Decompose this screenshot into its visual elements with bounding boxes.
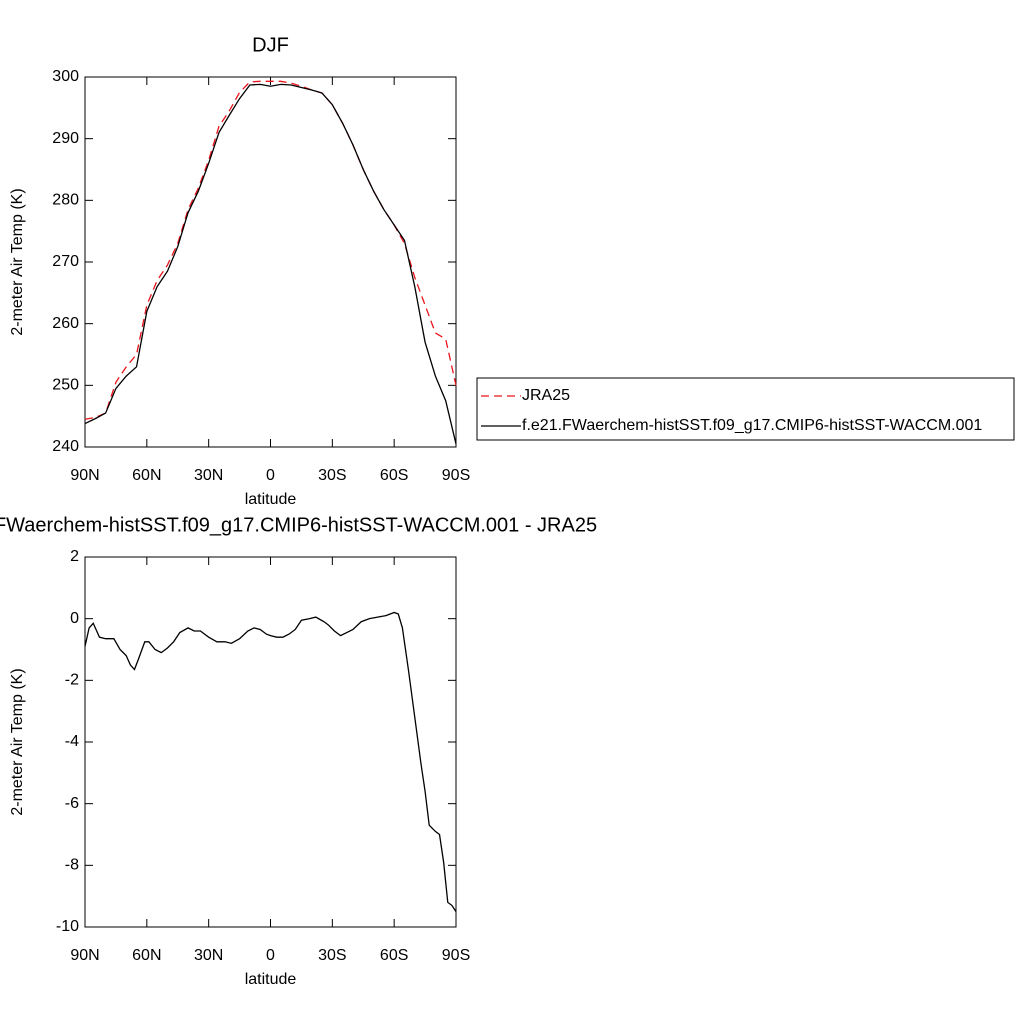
- y-tick-label: 300: [52, 68, 79, 85]
- y-tick-label: -2: [65, 672, 79, 689]
- plot-frame: [84, 556, 457, 928]
- x-tick-label: 90N: [70, 947, 99, 964]
- y-tick-label: 250: [52, 377, 79, 394]
- y-axis-label: 2-meter Air Temp (K): [9, 668, 26, 815]
- x-tick-label: 30N: [194, 467, 223, 484]
- chart-title: DJF: [252, 34, 289, 56]
- legend-label: f.e21.FWaerchem-histSST.f09_g17.CMIP6-hi…: [522, 417, 982, 434]
- y-tick-label: -4: [65, 733, 79, 750]
- chart-title: f.e21.FWaerchem-histSST.f09_g17.CMIP6-hi…: [0, 514, 597, 536]
- y-tick-label: -10: [56, 918, 79, 935]
- y-tick-label: 2: [70, 548, 79, 565]
- x-axis-label: latitude: [245, 971, 297, 988]
- x-tick-label: 0: [266, 947, 275, 964]
- x-tick-label: 90N: [70, 467, 99, 484]
- x-tick-label: 60S: [380, 467, 408, 484]
- y-axis-label: 2-meter Air Temp (K): [9, 188, 26, 335]
- x-tick-label: 30S: [318, 947, 346, 964]
- y-tick-label: 290: [52, 130, 79, 147]
- x-tick-label: 60N: [132, 947, 161, 964]
- x-tick-label: 90S: [442, 947, 470, 964]
- x-tick-label: 60S: [380, 947, 408, 964]
- series-line: [84, 80, 457, 420]
- y-tick-label: 0: [70, 610, 79, 627]
- plot-frame: [84, 76, 457, 448]
- x-tick-label: 30S: [318, 467, 346, 484]
- y-tick-label: 280: [52, 192, 79, 209]
- y-tick-label: 270: [52, 253, 79, 270]
- x-tick-label: 90S: [442, 467, 470, 484]
- x-tick-label: 30N: [194, 947, 223, 964]
- series-line: [84, 611, 457, 912]
- x-axis-label: latitude: [245, 491, 297, 508]
- legend-box: [476, 377, 1015, 441]
- legend-label: JRA25: [522, 387, 570, 404]
- y-tick-label: 240: [52, 438, 79, 455]
- y-tick-label: -8: [65, 857, 79, 874]
- x-tick-label: 60N: [132, 467, 161, 484]
- y-tick-label: -6: [65, 795, 79, 812]
- y-tick-label: 260: [52, 315, 79, 332]
- series-line: [84, 83, 457, 445]
- x-tick-label: 0: [266, 467, 275, 484]
